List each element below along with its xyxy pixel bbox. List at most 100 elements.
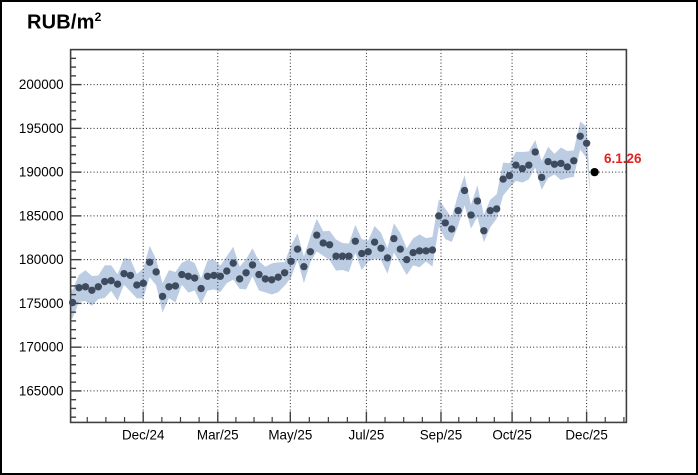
data-point: [537, 173, 546, 182]
y-tick-label: 170000: [19, 340, 64, 355]
data-point: [518, 164, 527, 173]
data-point: [480, 227, 488, 235]
data-point: [396, 245, 404, 253]
y-tick-label: 185000: [19, 208, 64, 223]
data-point: [120, 269, 128, 278]
y-tick-label: 190000: [19, 165, 64, 180]
data-point: [210, 271, 218, 280]
data-point: [75, 283, 83, 292]
data-point: [531, 148, 539, 156]
data-point: [415, 247, 424, 255]
data-point: [563, 163, 572, 171]
chart-title-text: RUB/m: [27, 11, 95, 34]
data-point: [364, 248, 372, 256]
data-point: [287, 257, 295, 266]
data-point: [94, 283, 102, 291]
data-point: [203, 272, 212, 280]
data-point: [81, 283, 90, 291]
data-point: [101, 277, 109, 286]
data-point: [113, 280, 122, 288]
data-point: [190, 274, 199, 282]
data-point: [178, 270, 186, 279]
data-point: [557, 159, 565, 168]
data-point: [332, 252, 340, 260]
data-point: [139, 279, 147, 287]
data-point: [409, 248, 417, 257]
data-point: [126, 271, 135, 280]
data-point: [486, 206, 494, 215]
data-point: [370, 238, 379, 246]
data-point: [235, 275, 244, 283]
forecast-date-label: 6.1.26: [604, 151, 642, 166]
data-point: [351, 237, 359, 245]
data-point: [544, 157, 552, 166]
data-point: [255, 270, 263, 279]
data-point: [448, 225, 456, 233]
data-point: [454, 206, 462, 215]
data-point: [216, 272, 225, 280]
data-point: [441, 219, 449, 227]
data-point: [184, 272, 192, 280]
data-point: [325, 241, 334, 249]
chart-title: RUB/m2: [27, 10, 102, 35]
data-point: [248, 261, 257, 269]
data-point: [293, 245, 302, 253]
data-point: [133, 281, 141, 289]
data-point: [268, 276, 276, 284]
data-point: [146, 258, 154, 266]
data-point: [261, 275, 270, 283]
data-point: [242, 269, 250, 277]
data-point: [107, 276, 115, 285]
data-point: [165, 283, 173, 291]
data-point: [473, 197, 482, 205]
y-tick-label: 200000: [19, 77, 64, 92]
data-point: [492, 205, 501, 213]
x-tick-label: Dec/25: [565, 427, 607, 442]
data-point: [274, 273, 282, 281]
data-point: [345, 252, 353, 260]
x-tick-label: Jul/25: [349, 427, 385, 442]
x-tick-label: Sep/25: [420, 427, 463, 442]
data-point: [197, 284, 205, 293]
data-point: [377, 244, 385, 252]
data-point: [499, 175, 507, 183]
x-tick-label: Mar/25: [197, 427, 239, 442]
data-point: [383, 254, 392, 262]
data-point: [313, 231, 321, 239]
data-point: [435, 212, 443, 220]
chart-title-superscript: 2: [94, 10, 102, 24]
data-point: [525, 161, 533, 169]
x-tick-label: Oct/25: [492, 427, 532, 442]
data-point: [306, 248, 315, 256]
x-tick-label: May/25: [268, 427, 312, 442]
data-point: [403, 255, 411, 264]
y-tick-label: 175000: [19, 296, 64, 311]
plot-frame: [69, 48, 628, 424]
data-point: [505, 171, 514, 180]
data-point: [171, 282, 180, 290]
data-point: [319, 239, 327, 247]
data-point: [68, 298, 77, 307]
data-point: [223, 267, 231, 275]
confidence-band: [70, 121, 591, 319]
data-point: [512, 161, 520, 169]
data-point: [229, 259, 237, 267]
data-point: [152, 268, 160, 276]
data-point: [467, 211, 475, 219]
data-point: [88, 286, 96, 294]
data-point: [158, 292, 167, 301]
data-point: [550, 160, 559, 168]
y-tick-label: 195000: [19, 121, 64, 136]
y-tick-label: 165000: [19, 383, 64, 398]
data-point: [390, 234, 398, 243]
data-point: [280, 269, 289, 277]
data-point: [576, 132, 584, 140]
data-point: [358, 249, 366, 258]
data-point: [570, 157, 578, 165]
data-point: [300, 262, 308, 271]
data-point: [460, 186, 469, 195]
data-point: [422, 247, 430, 255]
data-point: [582, 139, 591, 147]
data-point: [428, 246, 437, 254]
